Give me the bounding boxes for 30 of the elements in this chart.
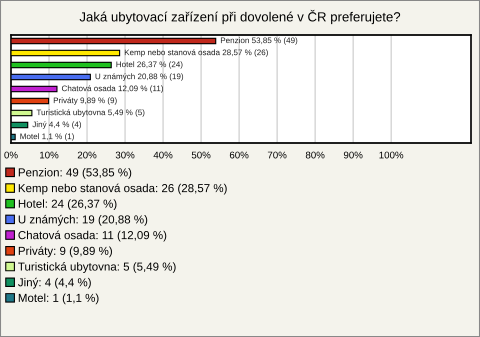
x-tick-label: 100%	[379, 152, 404, 158]
x-tick-label: 10%	[40, 152, 58, 158]
x-tick-label: 40%	[154, 152, 172, 158]
data-label: Priváty 9,89 % (9)	[54, 97, 117, 105]
legend-label: Kemp nebo stanová osada: 26 (28,57 %)	[18, 184, 227, 194]
data-label: Kemp nebo stanová osada 28,57 % (26)	[124, 49, 268, 57]
x-tick-label: 70%	[268, 152, 286, 158]
data-label: Hotel 26,37 % (24)	[116, 61, 182, 69]
x-tick-label: 80%	[306, 152, 325, 158]
legend-label: Jiný: 4 (4,4 %)	[18, 278, 91, 289]
data-label: Turistická ubytovna 5,49 % (5)	[36, 109, 144, 117]
legend-label: Motel: 1 (1,1 %)	[18, 294, 99, 304]
legend-label: Priváty: 9 (9,89 %)	[18, 246, 112, 258]
data-label: U známých 20,88 % (19)	[96, 73, 184, 81]
x-tick-label: 20%	[78, 152, 96, 158]
x-tick-label: 30%	[116, 152, 134, 158]
data-label: Jiný 4,4 % (4)	[32, 121, 82, 129]
x-tick-label: 90%	[344, 152, 363, 158]
data-label: Chatová osada 12,09 % (11)	[62, 85, 163, 93]
legend-label: Penzion: 49 (53,85 %)	[18, 168, 132, 179]
data-label: Penzion 53,85 % (49)	[220, 37, 298, 45]
legend-label: Turistická ubytovna: 5 (5,49 %)	[18, 262, 176, 273]
chart-title: Jaká ubytovací zařízení při dovolené v ČR preferujete?	[80, 10, 400, 24]
x-tick-label: 50%	[192, 152, 210, 158]
x-tick-label: 0%	[4, 152, 18, 158]
legend-label: U známých: 19 (20,88 %)	[18, 214, 148, 226]
legend-label: Hotel: 24 (26,37 %)	[18, 199, 116, 210]
legend-label: Chatová osada: 11 (12,09 %)	[18, 230, 166, 242]
x-tick-label: 60%	[230, 152, 248, 158]
data-label: Motel 1,1 % (1)	[20, 133, 74, 141]
